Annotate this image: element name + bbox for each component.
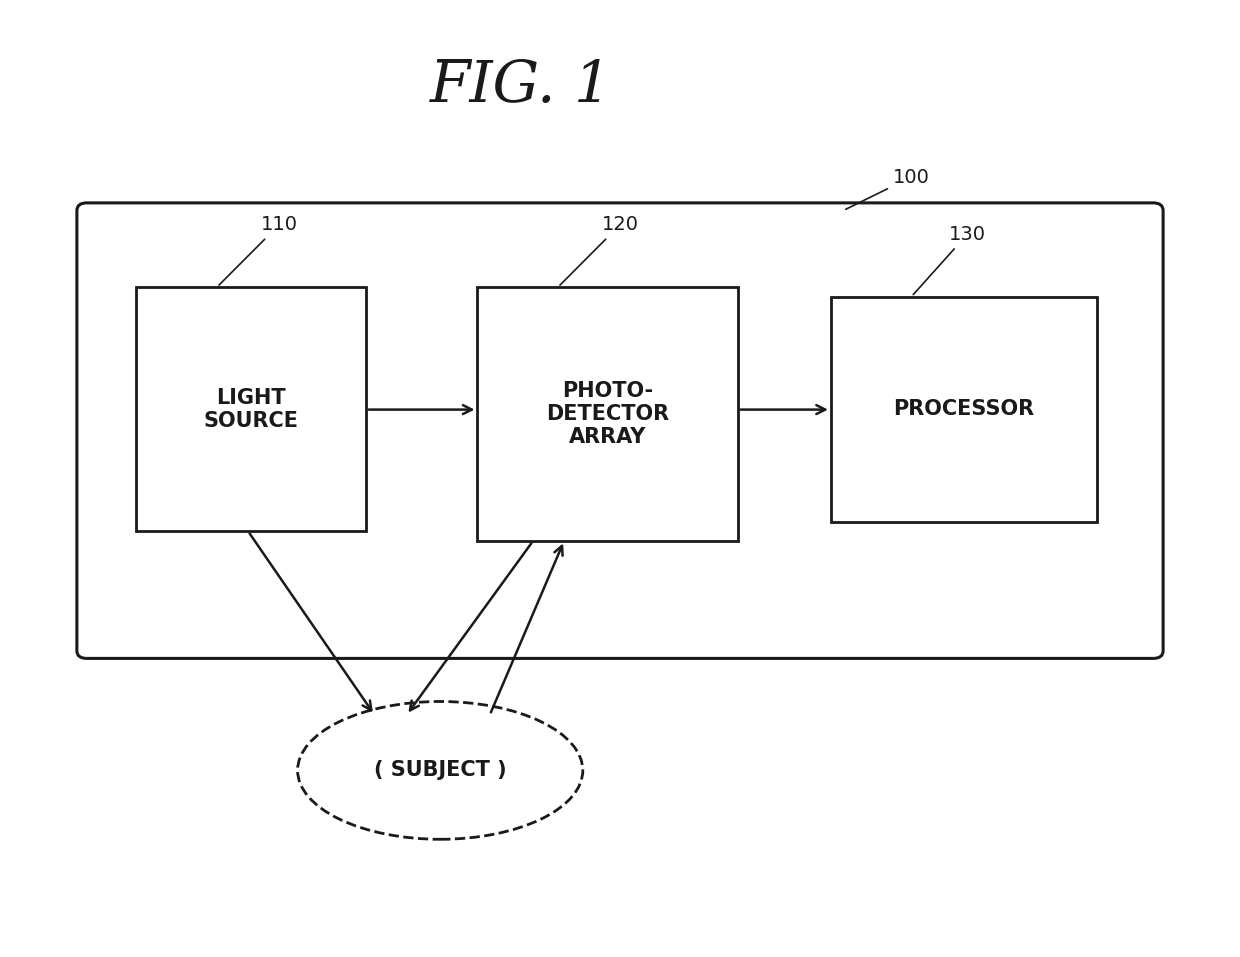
Text: LIGHT
SOURCE: LIGHT SOURCE: [203, 388, 299, 431]
Ellipse shape: [298, 701, 583, 839]
Text: PROCESSOR: PROCESSOR: [894, 399, 1034, 419]
FancyBboxPatch shape: [477, 287, 738, 541]
Text: PHOTO-
DETECTOR
ARRAY: PHOTO- DETECTOR ARRAY: [546, 381, 670, 447]
Text: FIG. 1: FIG. 1: [430, 57, 611, 115]
FancyBboxPatch shape: [831, 297, 1097, 522]
FancyBboxPatch shape: [136, 287, 366, 531]
Text: 100: 100: [846, 167, 930, 210]
FancyBboxPatch shape: [77, 203, 1163, 658]
Text: 120: 120: [560, 215, 639, 285]
Text: ( SUBJECT ): ( SUBJECT ): [374, 761, 506, 780]
Text: 130: 130: [913, 225, 986, 295]
Text: 110: 110: [219, 215, 298, 285]
